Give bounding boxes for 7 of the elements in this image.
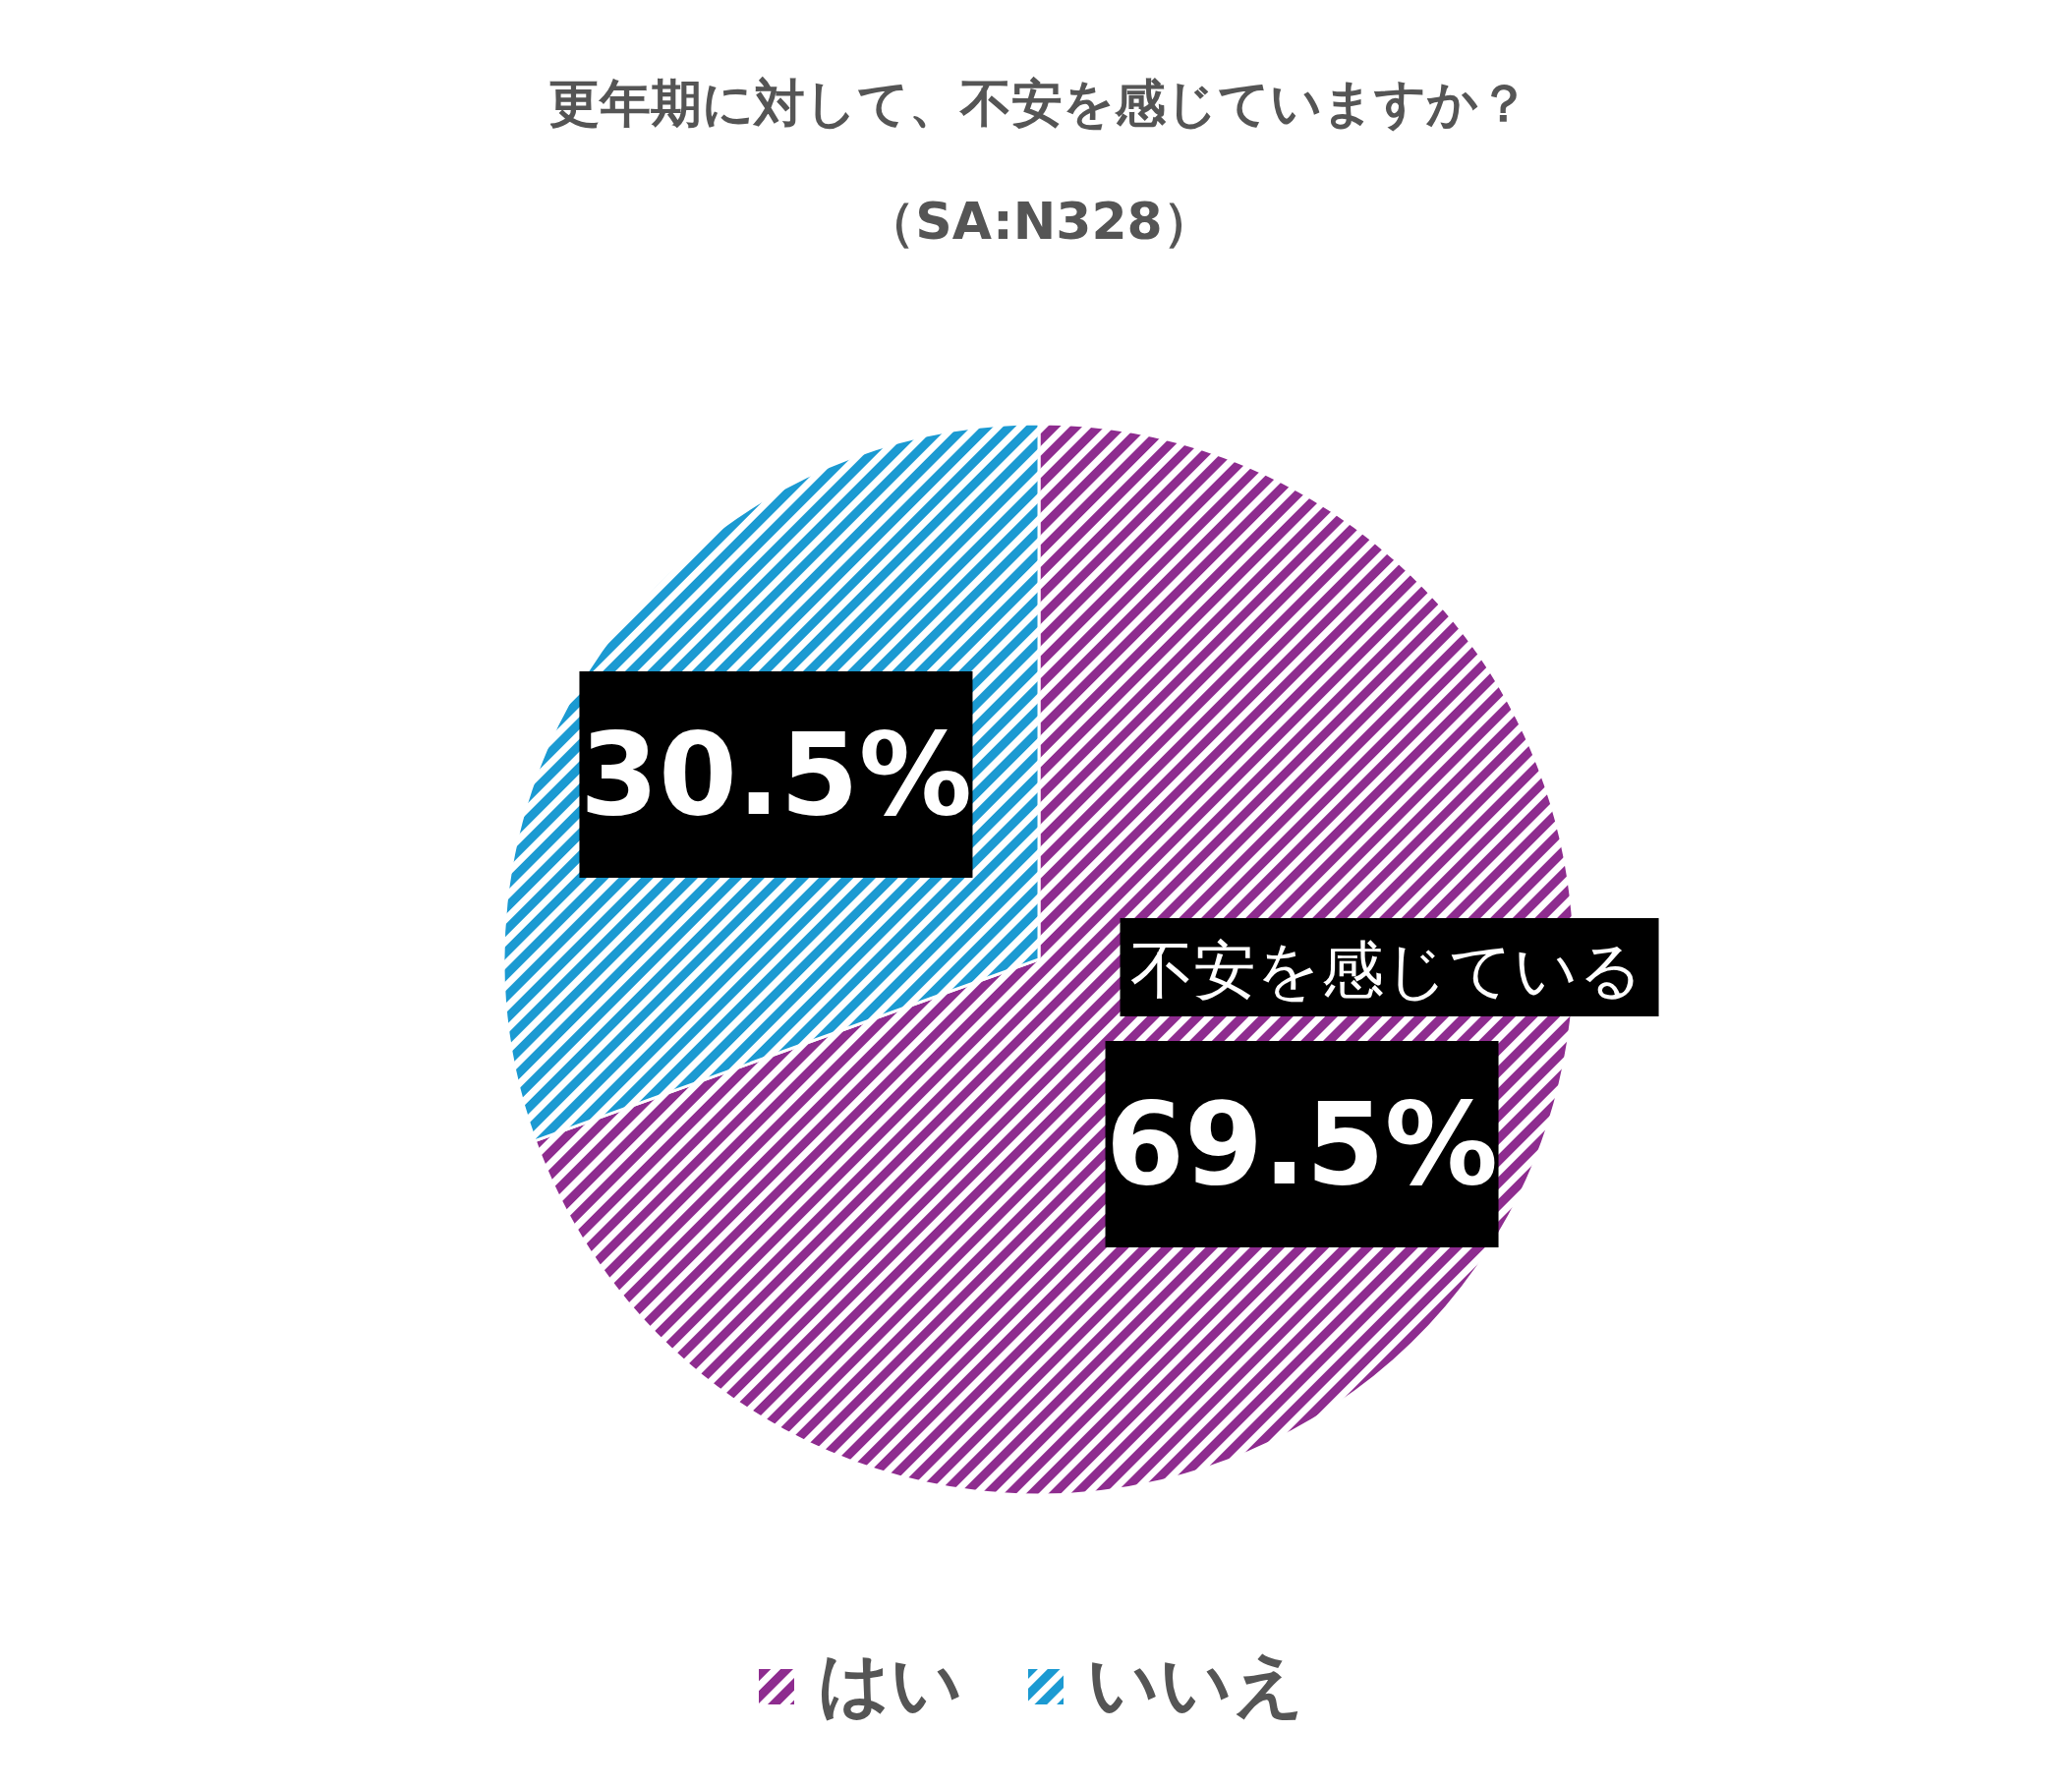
data-label: 69.5% (1106, 1078, 1499, 1211)
chart-subtitle: （SA:N328） (864, 192, 1214, 251)
data-label: 30.5% (579, 708, 972, 840)
chart-title: 更年期に対して、不安を感じていますか？ (548, 74, 1529, 133)
text: 不安を感じている (1129, 934, 1643, 1008)
legend-label: はい (818, 1643, 963, 1725)
legend-label: いいえ (1087, 1643, 1305, 1725)
